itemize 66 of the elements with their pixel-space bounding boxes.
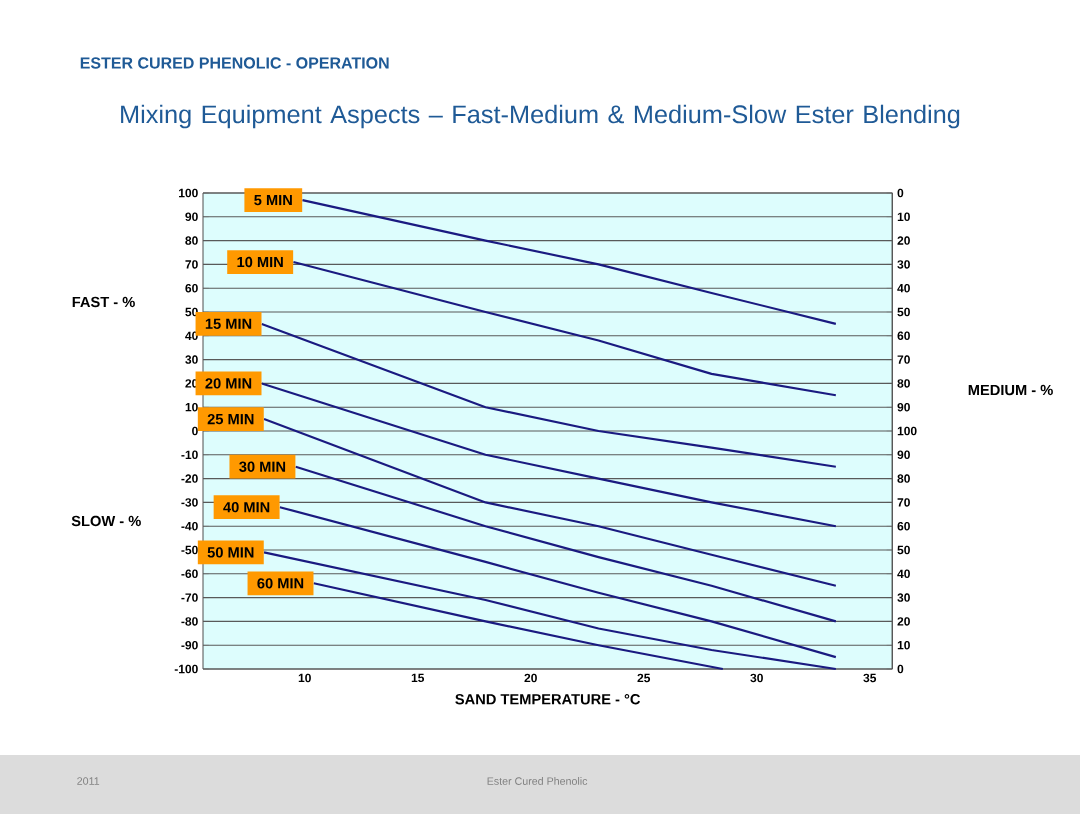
y2-tick-label: 0 xyxy=(897,664,904,674)
y-tick-label: -100 xyxy=(174,664,198,674)
y-axis-title: FAST - % xyxy=(72,296,135,308)
x-tick-label: 20 xyxy=(524,673,537,683)
y-tick-label: 80 xyxy=(185,236,198,245)
y3-tick-label: 60 xyxy=(897,331,910,341)
y2-tick-label: 40 xyxy=(897,569,910,579)
line-series xyxy=(312,582,724,671)
series-label: 60 MIN xyxy=(257,578,304,589)
y3-tick-label: 70 xyxy=(897,355,910,364)
y2-tick-label: 60 xyxy=(897,521,910,531)
y-tick-label: 100 xyxy=(179,188,198,198)
x-tick-label: 35 xyxy=(863,673,877,683)
x-tick-label: 15 xyxy=(411,673,425,683)
y-tick-label: 60 xyxy=(185,283,198,293)
y3-tick-label: 100 xyxy=(897,426,917,436)
y-tick-label: 10 xyxy=(185,402,198,412)
series-label: 15 MIN xyxy=(205,318,252,330)
x-tick-label: 25 xyxy=(637,673,651,683)
y-tick-label: -20 xyxy=(181,474,198,483)
y-tick-label: -40 xyxy=(181,521,198,531)
series-label: 50 MIN xyxy=(207,547,254,558)
y-tick-label: -10 xyxy=(181,450,198,460)
line-series xyxy=(292,260,837,397)
text: 2011 xyxy=(77,777,100,785)
y2-tick-label: 10 xyxy=(897,640,910,650)
series-label: 20 MIN xyxy=(205,378,252,389)
y2-tick-label: 80 xyxy=(897,474,910,483)
y3-tick-label: 20 xyxy=(897,236,910,245)
y2-axis-title: MEDIUM - % xyxy=(968,384,1053,396)
text: SLOW - % xyxy=(71,515,141,527)
x-axis-title: SAND TEMPERATURE - °C xyxy=(455,694,641,705)
x-tick-label: 30 xyxy=(750,673,763,683)
chart-title: Mixing Equipment Aspects – Fast-Medium & Medium-Slow Ester Blending xyxy=(121,104,960,129)
y-tick-label: -50 xyxy=(181,545,198,555)
line-series xyxy=(278,506,837,659)
y2-tick-label: 90 xyxy=(897,450,910,460)
y-tick-label: -70 xyxy=(181,593,198,602)
chart-subtitle: ESTER CURED PHENOLIC - OPERATION xyxy=(80,57,389,69)
y2-tick-label: 30 xyxy=(897,593,910,602)
y-tick-label: -60 xyxy=(181,569,198,579)
y-tick-label: 0 xyxy=(192,426,198,436)
y-tick-label: 70 xyxy=(185,260,198,269)
y3-tick-label: 10 xyxy=(897,212,910,222)
series-label: 25 MIN xyxy=(207,413,254,425)
y2-tick-label: 20 xyxy=(897,617,910,626)
series-label: 30 MIN xyxy=(239,461,286,472)
y3-tick-label: 40 xyxy=(897,283,910,293)
y-tick-label: -90 xyxy=(181,640,198,650)
line-series xyxy=(301,199,837,325)
text: Ester Cured Phenolic xyxy=(487,777,588,785)
series-label: 40 MIN xyxy=(223,501,270,513)
y-tick-label: 90 xyxy=(185,212,198,222)
x-tick-label: 10 xyxy=(298,673,311,683)
y-tick-label: -30 xyxy=(181,498,198,507)
y3-tick-label: 0 xyxy=(897,188,904,198)
y3-tick-label: 90 xyxy=(897,402,910,412)
y3-tick-label: 80 xyxy=(897,379,910,388)
y3-tick-label: 50 xyxy=(897,307,910,317)
series-label: 5 MIN xyxy=(254,195,292,206)
y2-tick-label: 50 xyxy=(897,545,910,555)
y-tick-label: -80 xyxy=(181,617,198,626)
series-label: 10 MIN xyxy=(237,256,283,268)
y-tick-label: 30 xyxy=(185,355,198,364)
y3-tick-label: 30 xyxy=(897,260,910,269)
y2-tick-label: 70 xyxy=(897,498,910,507)
